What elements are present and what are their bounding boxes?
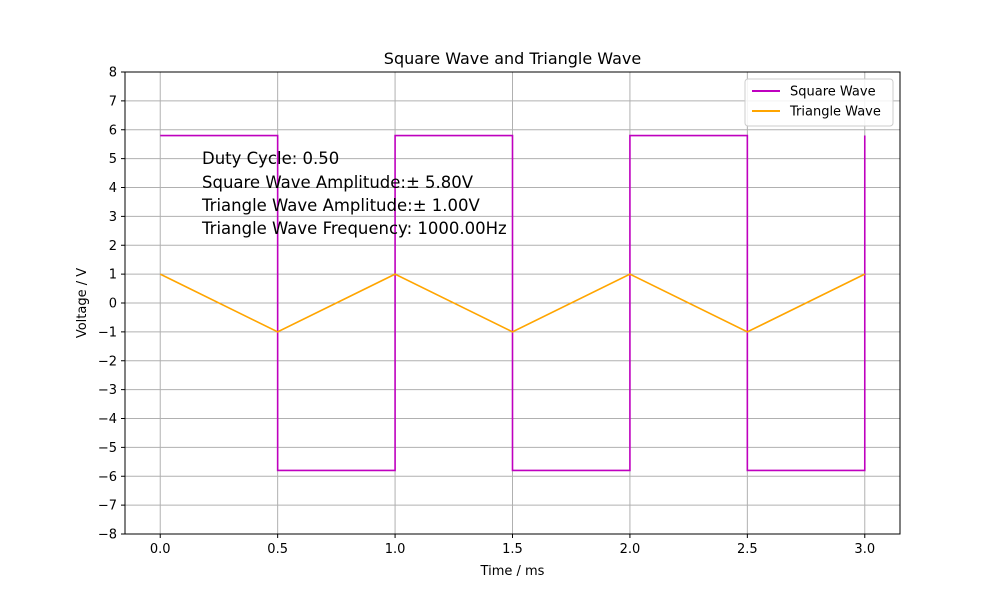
series-layer [159, 134, 866, 472]
y-tick-label: −2 [98, 354, 117, 369]
y-tick-label: 7 [109, 94, 117, 109]
y-tick-label: −6 [98, 470, 117, 485]
y-tick-label: −7 [98, 499, 117, 514]
series-line-square-wave [160, 134, 866, 472]
y-tick-label: 5 [109, 152, 117, 167]
x-tick-label: 0.5 [267, 542, 288, 557]
y-tick-label: 0 [109, 297, 117, 312]
tick-layer: 0.0 0.5 1.0 1.5 2.0 2.5 3.0 −8 −7 −6 −5 −4 −3 −2 −1 0 1 2… [98, 66, 875, 558]
legend-box [744, 78, 894, 127]
legend-label-square-wave: Square Wave [790, 85, 876, 100]
annotation-square-amplitude: Square Wave Amplitude:± 5.80V [202, 173, 474, 192]
y-tick-label: 8 [109, 66, 117, 81]
x-tick-label: 2.0 [620, 542, 641, 557]
y-tick-label: 4 [109, 181, 117, 196]
y-axis-label: Voltage / V [75, 268, 90, 338]
annotation-triangle-amplitude: Triangle Wave Amplitude:± 1.00V [201, 196, 480, 215]
x-tick-label: 2.5 [737, 542, 758, 557]
x-tick-label: 1.0 [385, 542, 406, 557]
y-tick-label: −5 [98, 441, 117, 456]
y-tick-label: 2 [109, 239, 117, 254]
y-tick-label: 1 [109, 268, 117, 283]
y-tick-label: 6 [109, 123, 117, 138]
x-tick-label: 0.0 [150, 542, 171, 557]
x-axis-label: Time / ms [480, 564, 545, 579]
x-tick-label: 3.0 [854, 542, 875, 557]
legend: Square Wave Triangle Wave [744, 78, 894, 127]
y-tick-label: −8 [98, 528, 117, 543]
x-tick-label: 1.5 [502, 542, 523, 557]
y-tick-label: −1 [98, 325, 117, 340]
y-tick-label: 3 [109, 210, 117, 225]
chart-title: Square Wave and Triangle Wave [384, 49, 641, 68]
legend-label-triangle-wave: Triangle Wave [789, 105, 881, 120]
annotation-triangle-frequency: Triangle Wave Frequency: 1000.00Hz [201, 219, 507, 238]
y-tick-label: −4 [98, 412, 117, 427]
series-line-triangle-wave [159, 273, 866, 333]
y-tick-label: −3 [98, 383, 117, 398]
annotation-duty-cycle: Duty Cycle: 0.50 [202, 149, 339, 168]
